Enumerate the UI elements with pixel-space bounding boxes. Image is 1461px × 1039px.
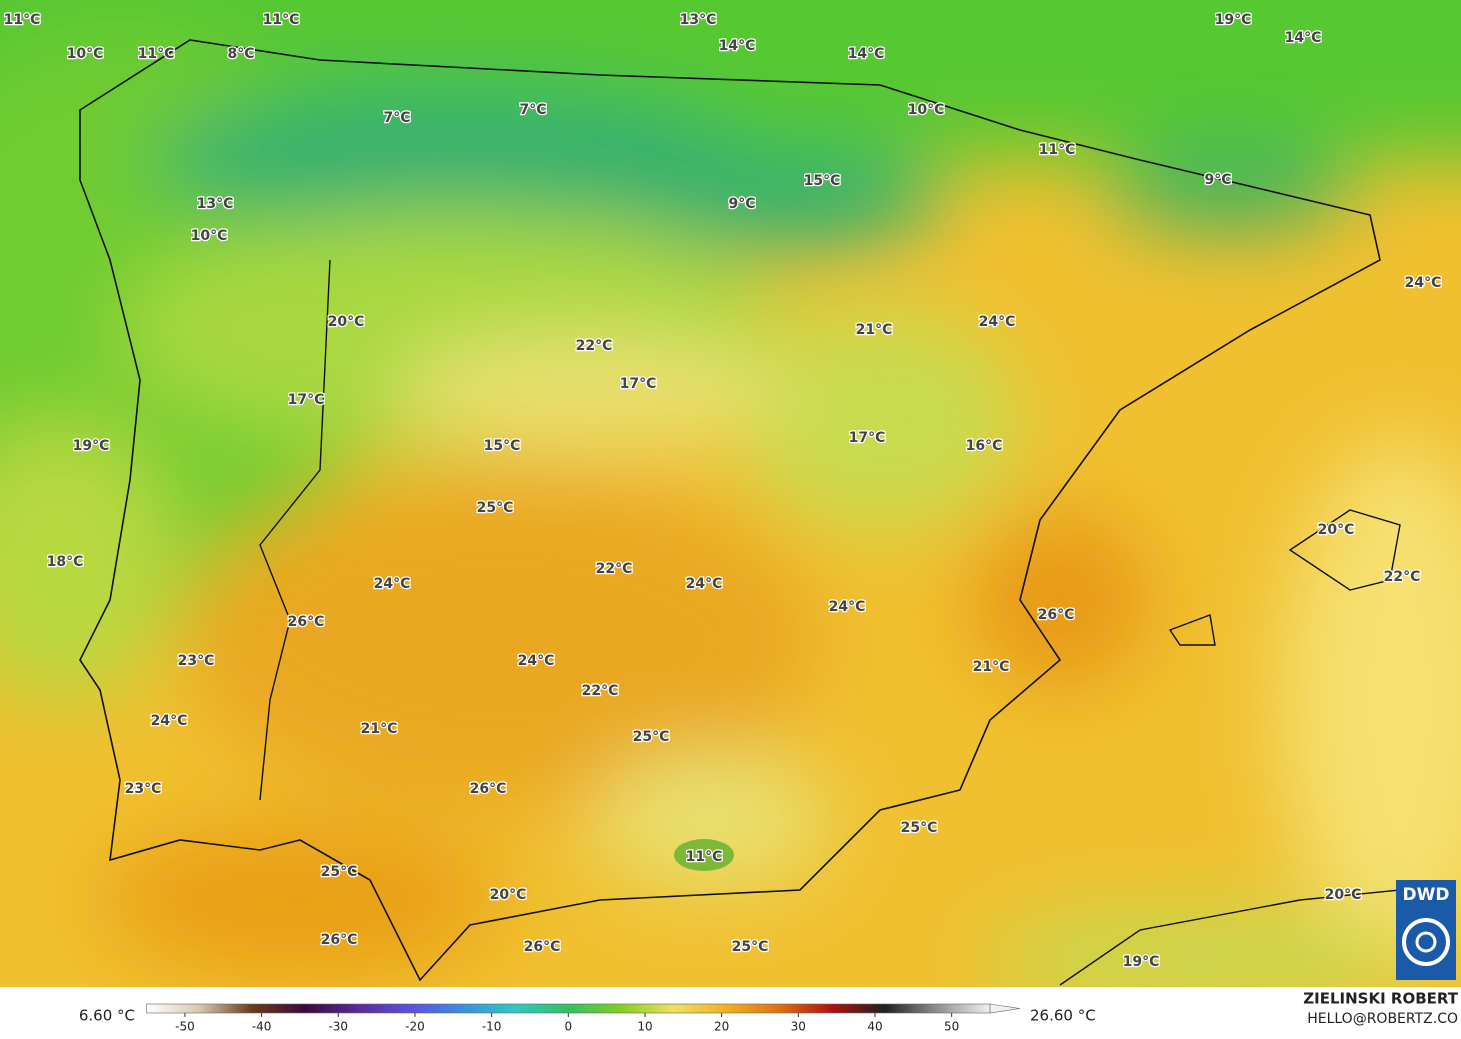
logo-text: DWD <box>1403 885 1450 905</box>
colorbar-tick-label: -50 <box>175 1020 195 1034</box>
colorbar-min: 6.60 °C <box>79 1007 135 1025</box>
temperature-label: 10°C <box>191 228 228 244</box>
colorbar-tick-label: -20 <box>405 1020 425 1034</box>
temperature-label: 18°C <box>47 554 84 570</box>
temperature-label: 17°C <box>620 376 657 392</box>
temperature-label: 20°C <box>328 314 365 330</box>
colorbar-tick-label: 40 <box>867 1020 882 1034</box>
temperature-label: 21°C <box>973 659 1010 675</box>
temperature-label: 13°C <box>197 196 234 212</box>
temperature-label: 7°C <box>519 102 546 118</box>
colorbar-tick-label: -10 <box>482 1020 502 1034</box>
temperature-label: 24°C <box>151 713 188 729</box>
temperature-label: 11°C <box>138 46 175 62</box>
email: HELLO@ROBERTZ.CO <box>1307 1011 1458 1027</box>
temperature-label: 21°C <box>361 721 398 737</box>
temperature-label: 22°C <box>582 683 619 699</box>
temperature-label: 8°C <box>227 46 254 62</box>
temperature-label: 24°C <box>518 653 555 669</box>
temperature-label: 7°C <box>383 110 410 126</box>
temperature-label: 24°C <box>374 576 411 592</box>
temperature-label: 20°C <box>490 887 527 903</box>
temperature-label: 25°C <box>732 939 769 955</box>
temperature-label: 15°C <box>804 173 841 189</box>
temperature-label: 11°C <box>686 849 723 865</box>
temperature-field: DWD <box>0 0 1461 987</box>
temperature-label: 16°C <box>966 438 1003 454</box>
temperature-label: 19°C <box>1215 12 1252 28</box>
temperature-label: 10°C <box>67 46 104 62</box>
temperature-label: 14°C <box>719 38 756 54</box>
temperature-label: 20°C <box>1318 522 1355 538</box>
colorbar-tick-label: 50 <box>944 1020 959 1034</box>
temperature-label: 9°C <box>728 196 755 212</box>
label-layer: 11°C 11°C 13°C 19°C 14°C 14°C 14°C 10°C 11°C 8°C 7… <box>2 11 1442 972</box>
temperature-label: 23°C <box>178 653 215 669</box>
temperature-label: 9°C <box>1204 172 1231 188</box>
temperature-label: 19°C <box>73 438 110 454</box>
temperature-label: 24°C <box>1405 275 1442 291</box>
temperature-label: 15°C <box>484 438 521 454</box>
temperature-label: 22°C <box>1384 569 1421 585</box>
colorbar-tick-label: -40 <box>252 1020 272 1034</box>
temperature-label: 13°C <box>680 12 717 28</box>
temperature-label: 14°C <box>848 46 885 62</box>
colorbar-max: 26.60 °C <box>1030 1007 1096 1025</box>
temperature-label: 20°C <box>1325 887 1362 903</box>
temperature-label: 17°C <box>849 430 886 446</box>
temperature-label: 25°C <box>477 500 514 516</box>
author: ZIELINSKI ROBERT <box>1303 990 1458 1008</box>
temperature-label: 26°C <box>288 614 325 630</box>
temperature-label: 17°C <box>288 392 325 408</box>
temperature-label: 22°C <box>576 338 613 354</box>
temperature-label: 26°C <box>1038 607 1075 623</box>
temperature-label: 14°C <box>1285 30 1322 46</box>
temperature-label: 19°C <box>1123 954 1160 970</box>
temperature-label: 24°C <box>686 576 723 592</box>
temperature-label: 10°C <box>908 102 945 118</box>
temperature-label: 11°C <box>263 12 300 28</box>
temperature-label: 24°C <box>829 599 866 615</box>
colorbar-tick-label: 30 <box>791 1020 806 1034</box>
colorbar-tick-label: 20 <box>714 1020 729 1034</box>
temperature-label: 22°C <box>596 561 633 577</box>
temperature-label: 11°C <box>1039 142 1076 158</box>
temperature-label: 26°C <box>321 932 358 948</box>
temperature-label: 24°C <box>979 314 1016 330</box>
temperature-label: 25°C <box>633 729 670 745</box>
temperature-label: 25°C <box>321 864 358 880</box>
colorbar-tick-label: -30 <box>328 1020 348 1034</box>
temperature-label: 11°C <box>4 12 41 28</box>
colorbar <box>146 1003 991 1014</box>
temperature-label: 21°C <box>856 322 893 338</box>
temperature-label: 23°C <box>125 781 162 797</box>
temperature-label: 26°C <box>524 939 561 955</box>
colorbar-arrow <box>989 1003 1021 1014</box>
colorbar-tick-label: 10 <box>637 1020 652 1034</box>
temperature-label: 26°C <box>470 781 507 797</box>
colorbar-tick-label: 0 <box>564 1020 572 1034</box>
temperature-label: 25°C <box>901 820 938 836</box>
